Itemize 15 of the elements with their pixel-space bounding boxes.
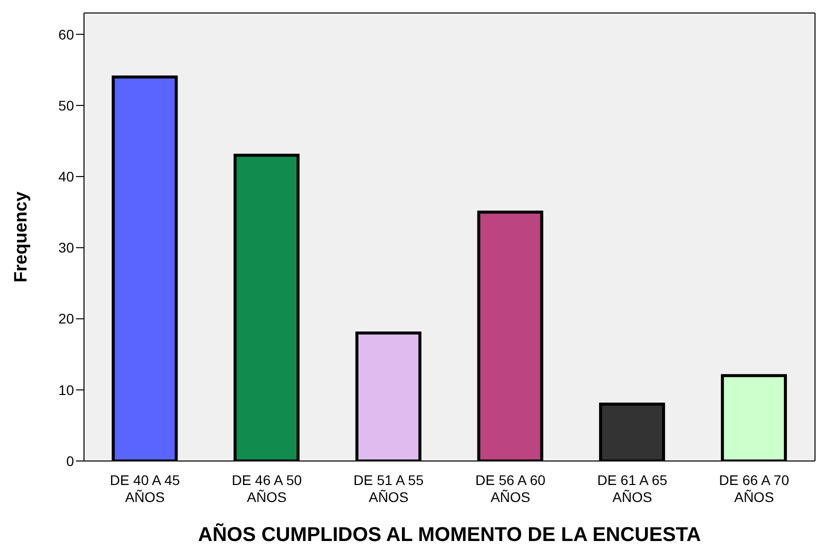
x-tick-label: DE 61 A 65 AÑOS (597, 472, 668, 505)
x-tick-label: DE 66 A 70 AÑOS (719, 472, 790, 505)
x-axis-title: AÑOS CUMPLIDOS AL MOMENTO DE LA ENCUESTA (198, 523, 701, 546)
y-tick-label: 60 (58, 26, 74, 42)
y-tick-label: 30 (58, 240, 74, 256)
y-tick-label: 10 (58, 382, 74, 398)
x-tick-label: DE 46 A 50 AÑOS (232, 472, 302, 505)
x-tick-label: DE 40 A 45 AÑOS (110, 472, 180, 505)
x-tick-label: DE 56 A 60 AÑOS (475, 472, 546, 505)
x-tick-label: DE 51 A 55 AÑOS (354, 472, 424, 505)
y-tick-label: 50 (58, 97, 74, 114)
y-tick-label: 20 (58, 310, 74, 327)
y-tick-label: 0 (66, 452, 74, 469)
y-tick-label: 40 (58, 168, 74, 185)
y-axis-title: Frequency (10, 191, 30, 283)
